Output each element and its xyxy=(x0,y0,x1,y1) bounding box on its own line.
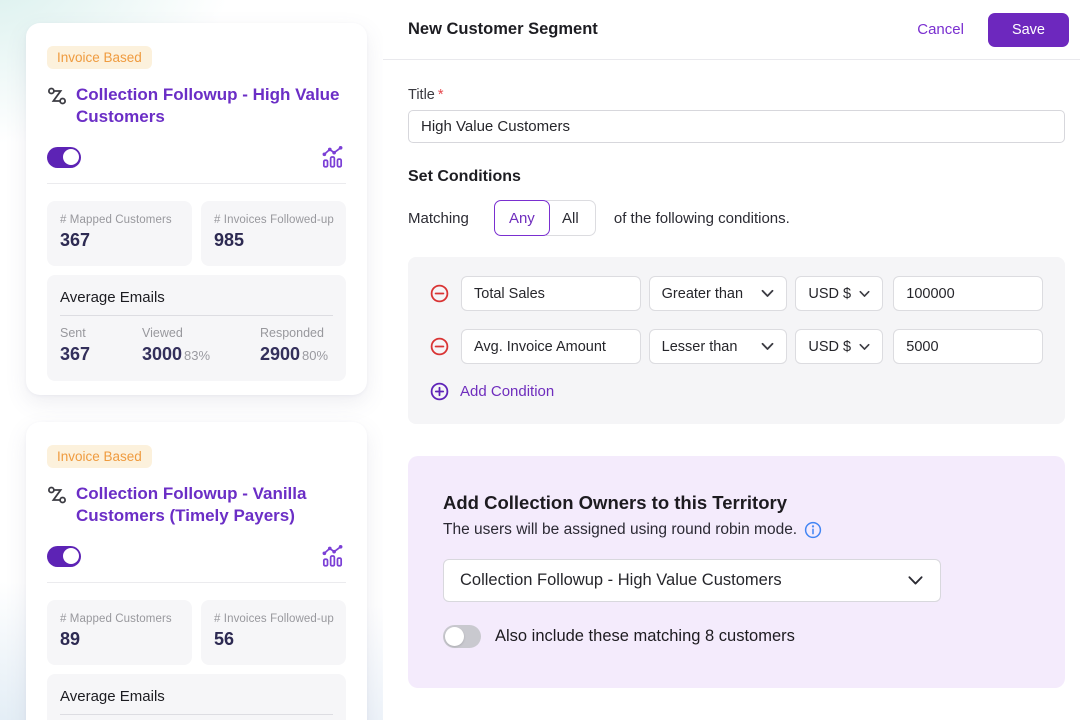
condition-field-input[interactable]: Total Sales xyxy=(461,276,641,311)
average-emails-heading: Average Emails xyxy=(60,289,333,317)
analytics-chart-icon[interactable] xyxy=(319,144,346,170)
segment-title[interactable]: Collection Followup - High Value Custome… xyxy=(76,85,340,127)
divider xyxy=(47,183,346,185)
segment-type-badge: Invoice Based xyxy=(47,445,152,469)
condition-value-input[interactable]: 5000 xyxy=(893,329,1043,364)
segment-card-vanilla[interactable]: Invoice Based Collection Followup - Vani… xyxy=(26,422,367,720)
stat-invoices-followed-up: # Invoices Followed-up 56 xyxy=(201,600,346,666)
condition-currency-select[interactable]: USD $ xyxy=(795,276,884,311)
form-content: Title* Set Conditions Matching Any All o… xyxy=(383,60,1080,688)
minus-circle-icon xyxy=(430,284,449,303)
set-conditions-heading: Set Conditions xyxy=(408,168,521,185)
segment-icon xyxy=(48,486,67,504)
condition-operator-select[interactable]: Lesser than xyxy=(648,329,788,364)
panel-header: New Customer Segment Cancel Save xyxy=(383,0,1080,60)
plus-circle-icon xyxy=(430,382,449,401)
chevron-down-icon xyxy=(762,342,774,350)
condition-value-input[interactable]: 100000 xyxy=(893,276,1043,311)
remove-condition-button[interactable] xyxy=(430,337,449,356)
segment-title[interactable]: Collection Followup - Vanilla Customers … xyxy=(76,484,307,526)
include-customers-toggle[interactable] xyxy=(443,625,481,648)
title-field-label: Title * xyxy=(408,87,444,103)
info-icon[interactable] xyxy=(804,521,822,539)
condition-row: Total Sales Greater than USD $ 100000 xyxy=(430,276,1043,311)
include-customers-row: Also include these matching 8 customers xyxy=(443,625,1030,648)
matching-label: Matching xyxy=(408,209,469,227)
analytics-chart-icon[interactable] xyxy=(319,543,346,569)
segment-type-badge: Invoice Based xyxy=(47,46,152,69)
include-customers-label: Also include these matching 8 customers xyxy=(495,627,795,645)
territory-subheading: The users will be assigned using round r… xyxy=(443,521,1030,539)
condition-operator-select[interactable]: Greater than xyxy=(648,276,788,311)
chevron-down-icon xyxy=(908,576,923,585)
remove-condition-button[interactable] xyxy=(430,284,449,303)
divider xyxy=(47,582,346,584)
segment-card-high-value[interactable]: Invoice Based Collection Followup - High… xyxy=(26,23,367,396)
average-emails-box: Average Emails Sent 367 Viewed 18075% Re… xyxy=(47,674,346,720)
new-segment-panel: New Customer Segment Cancel Save Title * … xyxy=(383,0,1080,720)
territory-segment-select[interactable]: Collection Followup - High Value Custome… xyxy=(443,559,941,602)
add-condition-button[interactable]: Add Condition xyxy=(430,382,1043,407)
minus-circle-icon xyxy=(430,337,449,356)
chevron-down-icon xyxy=(859,343,870,350)
emails-sent: Sent 367 xyxy=(60,326,91,365)
segment-enabled-toggle[interactable] xyxy=(47,146,81,168)
segment-enabled-toggle[interactable] xyxy=(47,545,81,567)
stat-mapped-customers: # Mapped Customers 89 xyxy=(47,600,192,666)
matching-row: Matching Any All of the following condit… xyxy=(408,200,1065,236)
stat-mapped-customers: # Mapped Customers 367 xyxy=(47,201,192,267)
emails-viewed: Viewed 3000 83% xyxy=(142,326,211,365)
condition-currency-select[interactable]: USD $ xyxy=(795,329,884,364)
cancel-button[interactable]: Cancel xyxy=(917,21,964,38)
condition-row: Avg. Invoice Amount Lesser than USD $ 50… xyxy=(430,329,1043,364)
territory-panel: Add Collection Owners to this Territory … xyxy=(408,456,1065,688)
condition-field-input[interactable]: Avg. Invoice Amount xyxy=(461,329,641,364)
average-emails-heading: Average Emails xyxy=(60,688,333,716)
conditions-panel: Total Sales Greater than USD $ 100000 xyxy=(408,257,1065,424)
segment-list-panel: Invoice Based Collection Followup - High… xyxy=(0,0,383,720)
save-button[interactable]: Save xyxy=(987,12,1069,47)
chevron-down-icon xyxy=(762,289,774,297)
match-all-button[interactable]: All xyxy=(545,200,596,236)
average-emails-box: Average Emails Sent 367 Viewed 3000 83% R… xyxy=(47,275,346,382)
stat-invoices-followed-up: # Invoices Followed-up 985 xyxy=(201,201,346,267)
required-asterisk: * xyxy=(437,87,444,103)
chevron-down-icon xyxy=(859,290,870,297)
title-input[interactable] xyxy=(408,110,1065,143)
matching-suffix: of the following conditions. xyxy=(613,209,790,227)
segment-icon xyxy=(48,87,67,105)
territory-heading: Add Collection Owners to this Territory xyxy=(443,492,787,513)
emails-responded: Responded 2900 80% xyxy=(260,326,329,365)
match-any-button[interactable]: Any xyxy=(493,200,550,236)
page-title: New Customer Segment xyxy=(408,20,598,38)
